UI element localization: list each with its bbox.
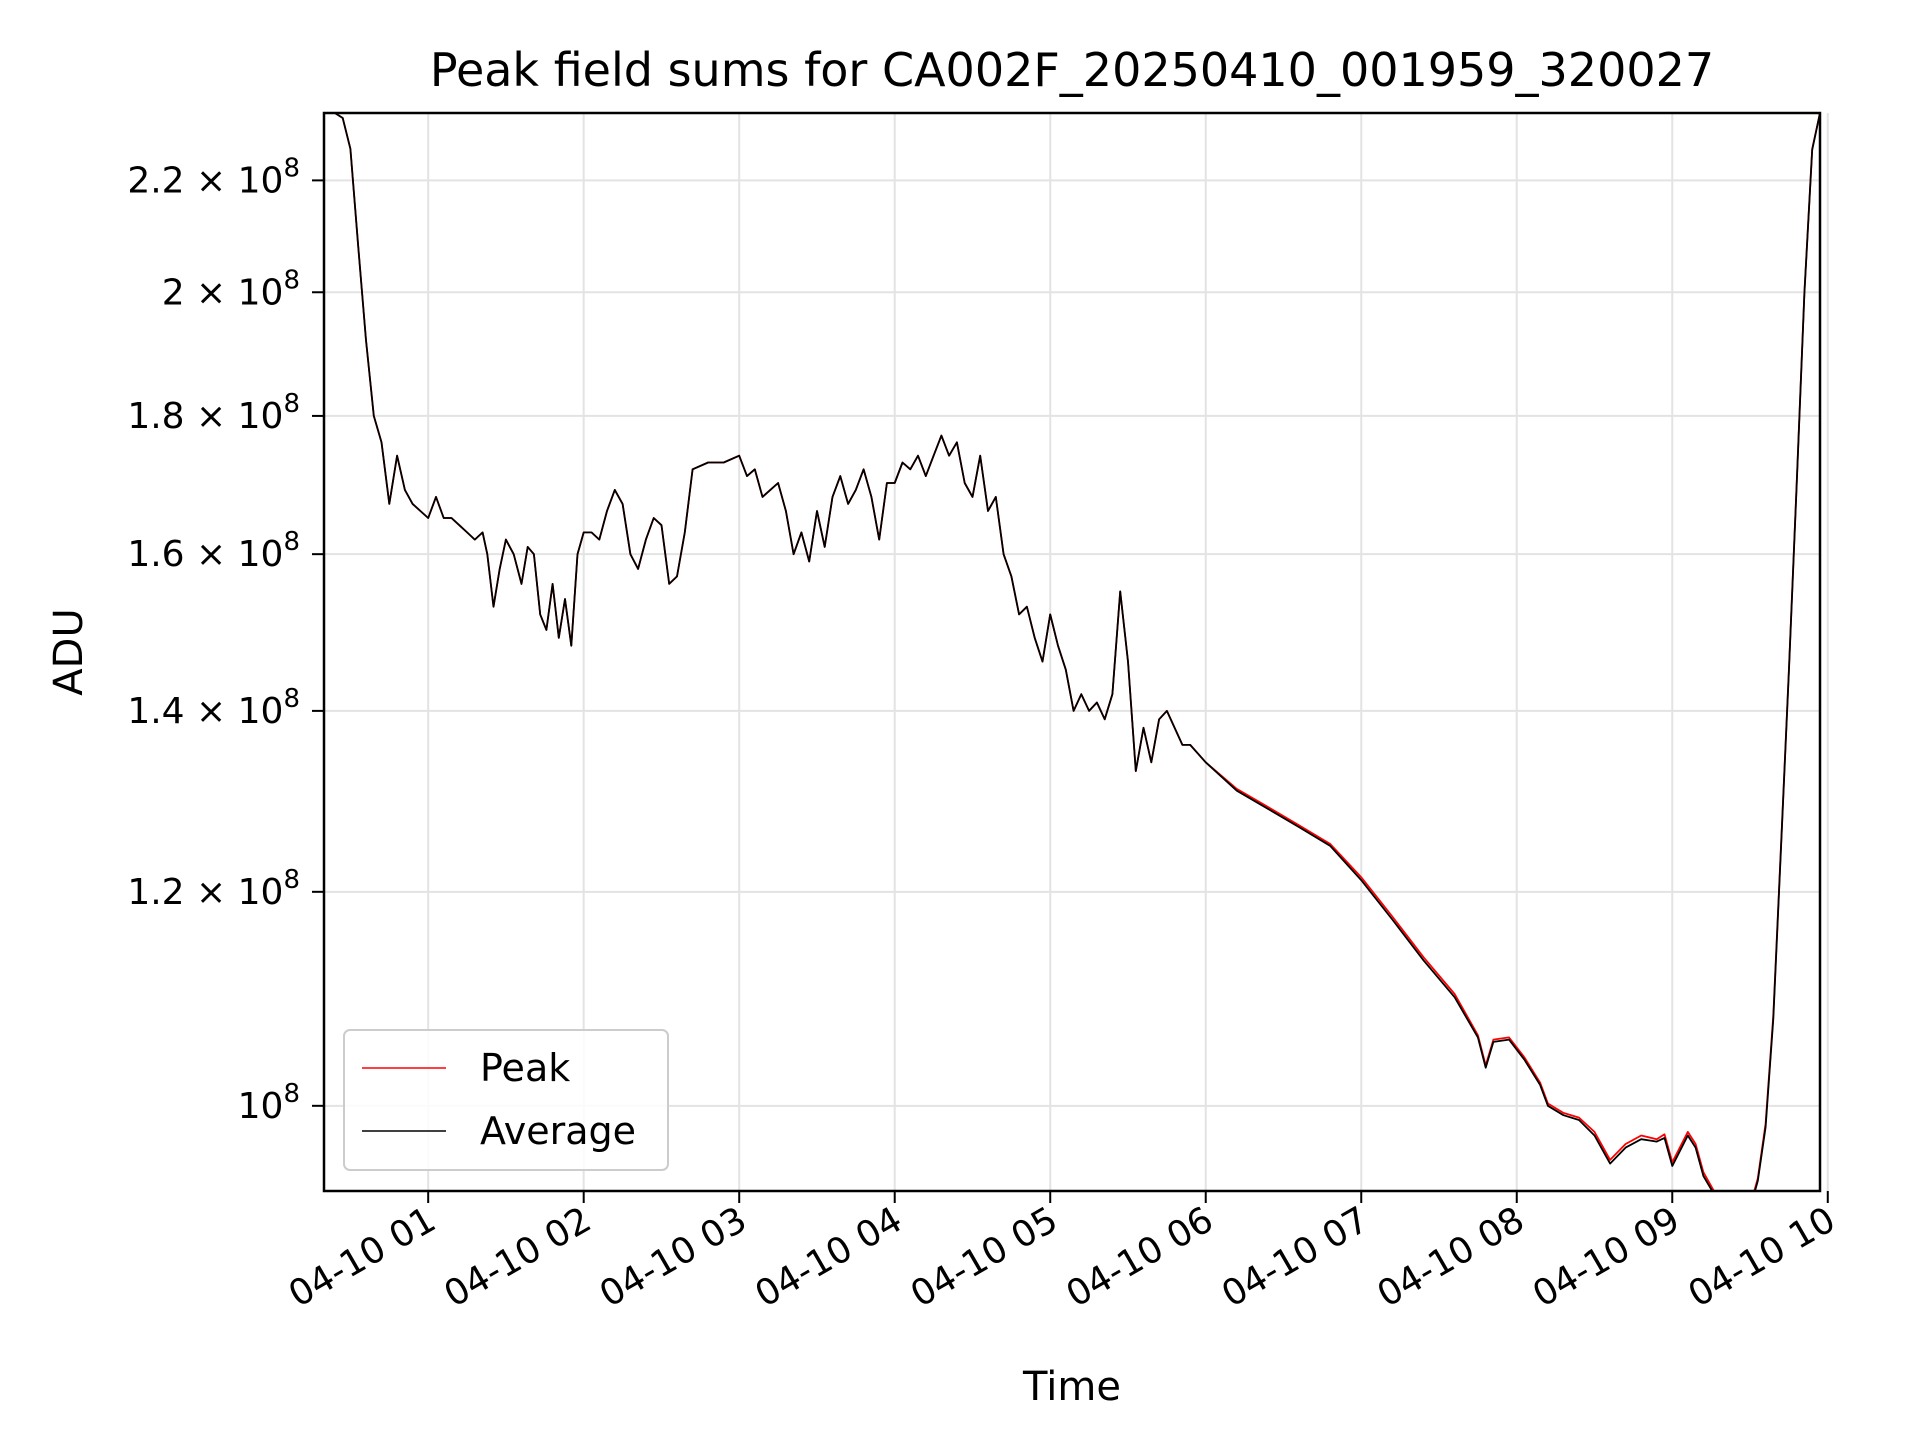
- plot-frame: [322, 111, 1822, 1193]
- y-tick-label: 108: [238, 1079, 300, 1127]
- y-tick-label: 2 × 108: [162, 265, 300, 313]
- x-axis-label: Time: [1022, 1364, 1121, 1410]
- x-tick-label: 04-10 09: [1526, 1199, 1687, 1315]
- chart-title: Peak field sums for CA002F_20250410_0019…: [430, 43, 1714, 97]
- legend-box: [343, 1029, 669, 1171]
- x-tick-label: 04-10 03: [593, 1199, 754, 1315]
- x-tick-label: 04-10 02: [438, 1199, 599, 1315]
- x-tick-label: 04-10 06: [1060, 1199, 1221, 1315]
- x-tick-label: 04-10 01: [282, 1199, 443, 1315]
- legend-label-peak: Peak: [480, 1046, 570, 1090]
- y-axis-ticks: 108 1.2 × 108 1.4 × 108 1.6 × 108 1.8 × 108 2…: [127, 153, 324, 1127]
- series-line-average: [324, 113, 1820, 1191]
- legend-label-average: Average: [480, 1109, 636, 1153]
- x-tick-label: 04-10 10: [1682, 1199, 1843, 1315]
- x-tick-label: 04-10 08: [1371, 1199, 1532, 1315]
- y-tick-label: 1.8 × 108: [127, 389, 300, 437]
- series-layer: [324, 113, 1820, 1191]
- x-tick-label: 04-10 07: [1215, 1199, 1376, 1315]
- y-tick-label: 2.2 × 108: [127, 153, 300, 201]
- y-axis-label: ADU: [46, 608, 92, 695]
- y-tick-label: 1.6 × 108: [127, 527, 300, 575]
- legend: Peak Average: [343, 1029, 669, 1171]
- y-tick-label: 1.4 × 108: [127, 684, 300, 732]
- y-tick-label: 1.2 × 108: [127, 865, 300, 913]
- x-tick-label: 04-10 05: [904, 1199, 1065, 1315]
- x-tick-label: 04-10 04: [749, 1199, 910, 1315]
